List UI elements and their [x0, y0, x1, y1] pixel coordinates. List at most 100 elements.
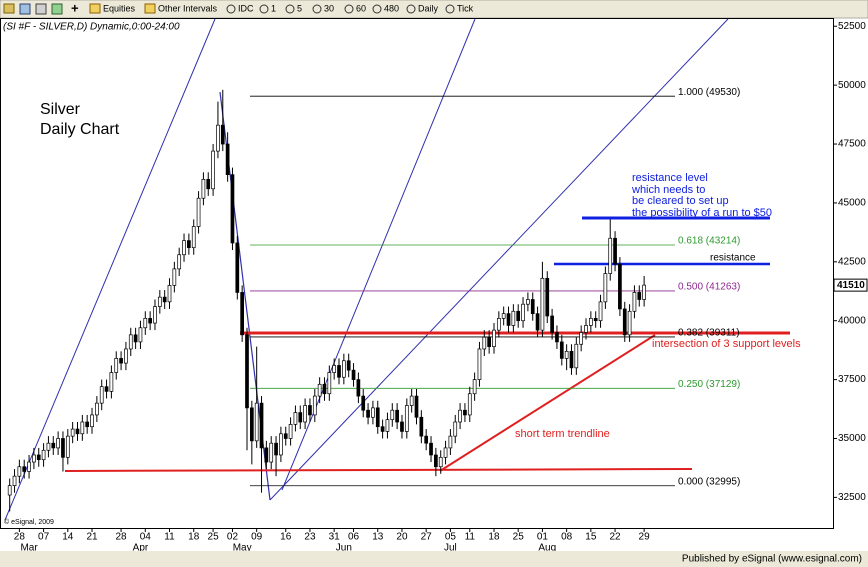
toolbar-item[interactable]: 1	[271, 3, 276, 13]
toolbar-item[interactable]: Equities	[103, 3, 136, 13]
annotation: intersection of 3 support levels	[652, 338, 801, 350]
candle-body	[501, 313, 506, 319]
candle-body	[588, 317, 593, 326]
annotation-title: Daily Chart	[40, 121, 120, 138]
candle-body	[211, 150, 215, 190]
plot-area	[0, 18, 834, 529]
candle-body	[32, 454, 36, 463]
toolbar-icon[interactable]	[312, 4, 322, 14]
candle-body	[564, 350, 569, 359]
toolbar-icon[interactable]	[372, 4, 382, 14]
candle-body	[124, 348, 128, 364]
candle-body	[390, 409, 395, 420]
toolbar-icon[interactable]	[344, 4, 354, 14]
candle-body	[51, 442, 56, 449]
candle-body	[187, 240, 191, 249]
candle-body	[17, 466, 22, 477]
x-tick-label: 11	[465, 532, 476, 543]
x-tick-label: 23	[304, 532, 316, 543]
toolbar-icon[interactable]	[89, 3, 101, 14]
x-tick-label: 08	[561, 532, 573, 543]
candle-body	[327, 372, 332, 395]
toolbar-item[interactable]: Tick	[457, 3, 474, 13]
last-price-label: 41510	[837, 280, 865, 291]
candle-body	[148, 317, 152, 324]
toolbar-item[interactable]: 480	[384, 3, 399, 13]
candle-body	[603, 273, 608, 303]
annotation: which needs to	[631, 184, 705, 196]
toolbar-icon[interactable]	[51, 3, 63, 15]
month-label: Apr	[133, 543, 149, 554]
toolbar-icon[interactable]	[35, 3, 47, 15]
toolbar-icon[interactable]	[406, 4, 416, 14]
toolbar-item[interactable]: Daily	[418, 3, 439, 13]
annotation: short term trendline	[515, 428, 610, 440]
candle-body	[298, 412, 303, 423]
candle-body	[593, 317, 598, 322]
x-tick-label: 18	[488, 532, 500, 543]
fib-label: 0.250 (37129)	[678, 379, 740, 390]
candle-body	[496, 317, 501, 331]
x-tick-label: 21	[86, 532, 98, 543]
toolbar-icon[interactable]	[3, 3, 15, 14]
x-tick-label: 20	[396, 532, 408, 543]
candle-body	[487, 336, 491, 347]
candle-body	[22, 466, 27, 472]
axes: 32500 35000 37500 40000 42500 45000 47500 50000…	[14, 21, 868, 554]
candle-body	[254, 402, 259, 442]
toolbar-item[interactable]: 30	[324, 3, 334, 13]
candle-body	[395, 409, 399, 423]
toolbar-icon[interactable]	[226, 4, 236, 14]
x-tick-label: 13	[372, 532, 384, 543]
toolbar-icon[interactable]: +	[71, 0, 79, 15]
x-tick-label: 31	[329, 532, 341, 543]
month-label: Aug	[538, 543, 556, 554]
chart-header: (SI #F - SILVER,D) Dynamic,0:00-24:00	[3, 22, 180, 33]
candle-body	[114, 358, 119, 373]
candle-body	[143, 317, 148, 329]
candle-body	[569, 350, 574, 369]
x-tick-label: 05	[445, 532, 457, 543]
candle-body	[230, 174, 235, 244]
candle-body	[458, 409, 462, 423]
candle-body	[269, 442, 274, 463]
x-tick-label: 07	[38, 532, 50, 543]
candle-body	[622, 308, 627, 336]
toolbar-item[interactable]: 5	[297, 3, 302, 13]
last-price-box	[833, 278, 868, 292]
x-tick-label: 25	[513, 532, 525, 543]
candle-body	[438, 456, 443, 468]
toolbar-icon[interactable]	[19, 3, 31, 15]
candle-body	[308, 405, 312, 416]
candle-body	[220, 124, 225, 145]
x-tick-label: 02	[227, 532, 239, 543]
toolbar-item[interactable]: IDC	[238, 3, 254, 13]
toolbar-icon[interactable]	[445, 4, 455, 14]
toolbar-item[interactable]: 60	[356, 3, 366, 13]
candle-body	[95, 402, 99, 416]
toolbar-icon[interactable]	[285, 4, 295, 14]
candle-body	[36, 454, 41, 461]
candle-body	[400, 421, 404, 432]
candle-body	[99, 386, 104, 404]
candle-body	[516, 310, 521, 322]
candle-body	[249, 407, 254, 442]
candle-body	[56, 438, 60, 449]
toolbar-icon[interactable]	[259, 4, 269, 14]
candle-body	[128, 334, 133, 350]
candle-body	[75, 428, 80, 435]
candle-body	[172, 268, 177, 286]
candle-body	[157, 296, 162, 307]
y-tick-label: 35000	[838, 433, 866, 444]
candle-body	[90, 414, 94, 428]
toolbar-item[interactable]: Other Intervals	[158, 3, 218, 13]
candle-body	[356, 379, 361, 397]
candle-body	[274, 442, 278, 456]
x-tick-label: 18	[188, 532, 200, 543]
candle-body	[414, 395, 419, 418]
toolbar-icon[interactable]	[144, 3, 156, 14]
candle-body	[27, 461, 31, 472]
candle-body	[434, 454, 438, 468]
